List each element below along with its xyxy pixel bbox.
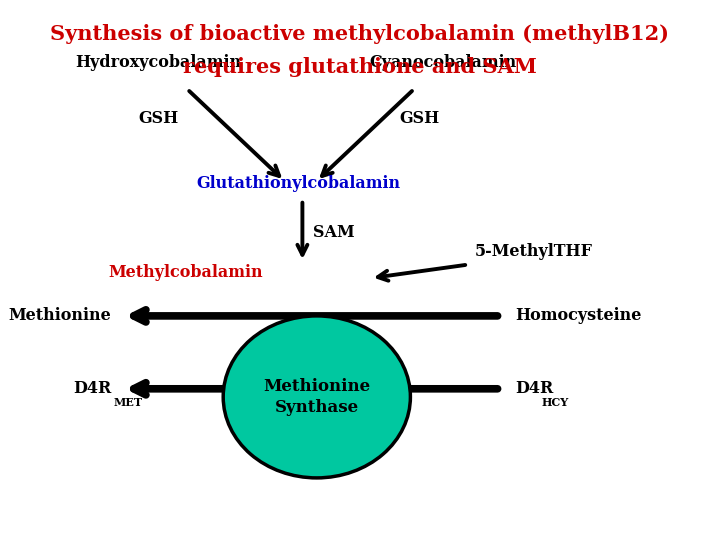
Text: Hydroxycobalamin: Hydroxycobalamin	[76, 53, 241, 71]
Text: Methionine: Methionine	[264, 377, 370, 395]
Ellipse shape	[223, 316, 410, 478]
Text: requires glutathione and SAM: requires glutathione and SAM	[183, 57, 537, 77]
Text: D4R: D4R	[73, 380, 112, 397]
Text: GSH: GSH	[138, 110, 179, 127]
Text: GSH: GSH	[400, 110, 440, 127]
Text: Methionine: Methionine	[9, 307, 112, 325]
Text: Glutathionylcobalamin: Glutathionylcobalamin	[197, 175, 401, 192]
Text: Homocysteine: Homocysteine	[515, 307, 642, 325]
Text: Synthesis of bioactive methylcobalamin (methylB12): Synthesis of bioactive methylcobalamin (…	[50, 24, 670, 44]
Text: D4R: D4R	[515, 380, 553, 397]
Text: Synthase: Synthase	[275, 399, 359, 416]
Text: Cyanocobalamin: Cyanocobalamin	[369, 53, 516, 71]
Text: SAM: SAM	[313, 224, 355, 241]
Text: MET: MET	[114, 397, 143, 408]
Text: 5-MethylTHF: 5-MethylTHF	[475, 242, 593, 260]
Text: HCY: HCY	[541, 397, 569, 408]
Text: Methylcobalamin: Methylcobalamin	[108, 264, 263, 281]
